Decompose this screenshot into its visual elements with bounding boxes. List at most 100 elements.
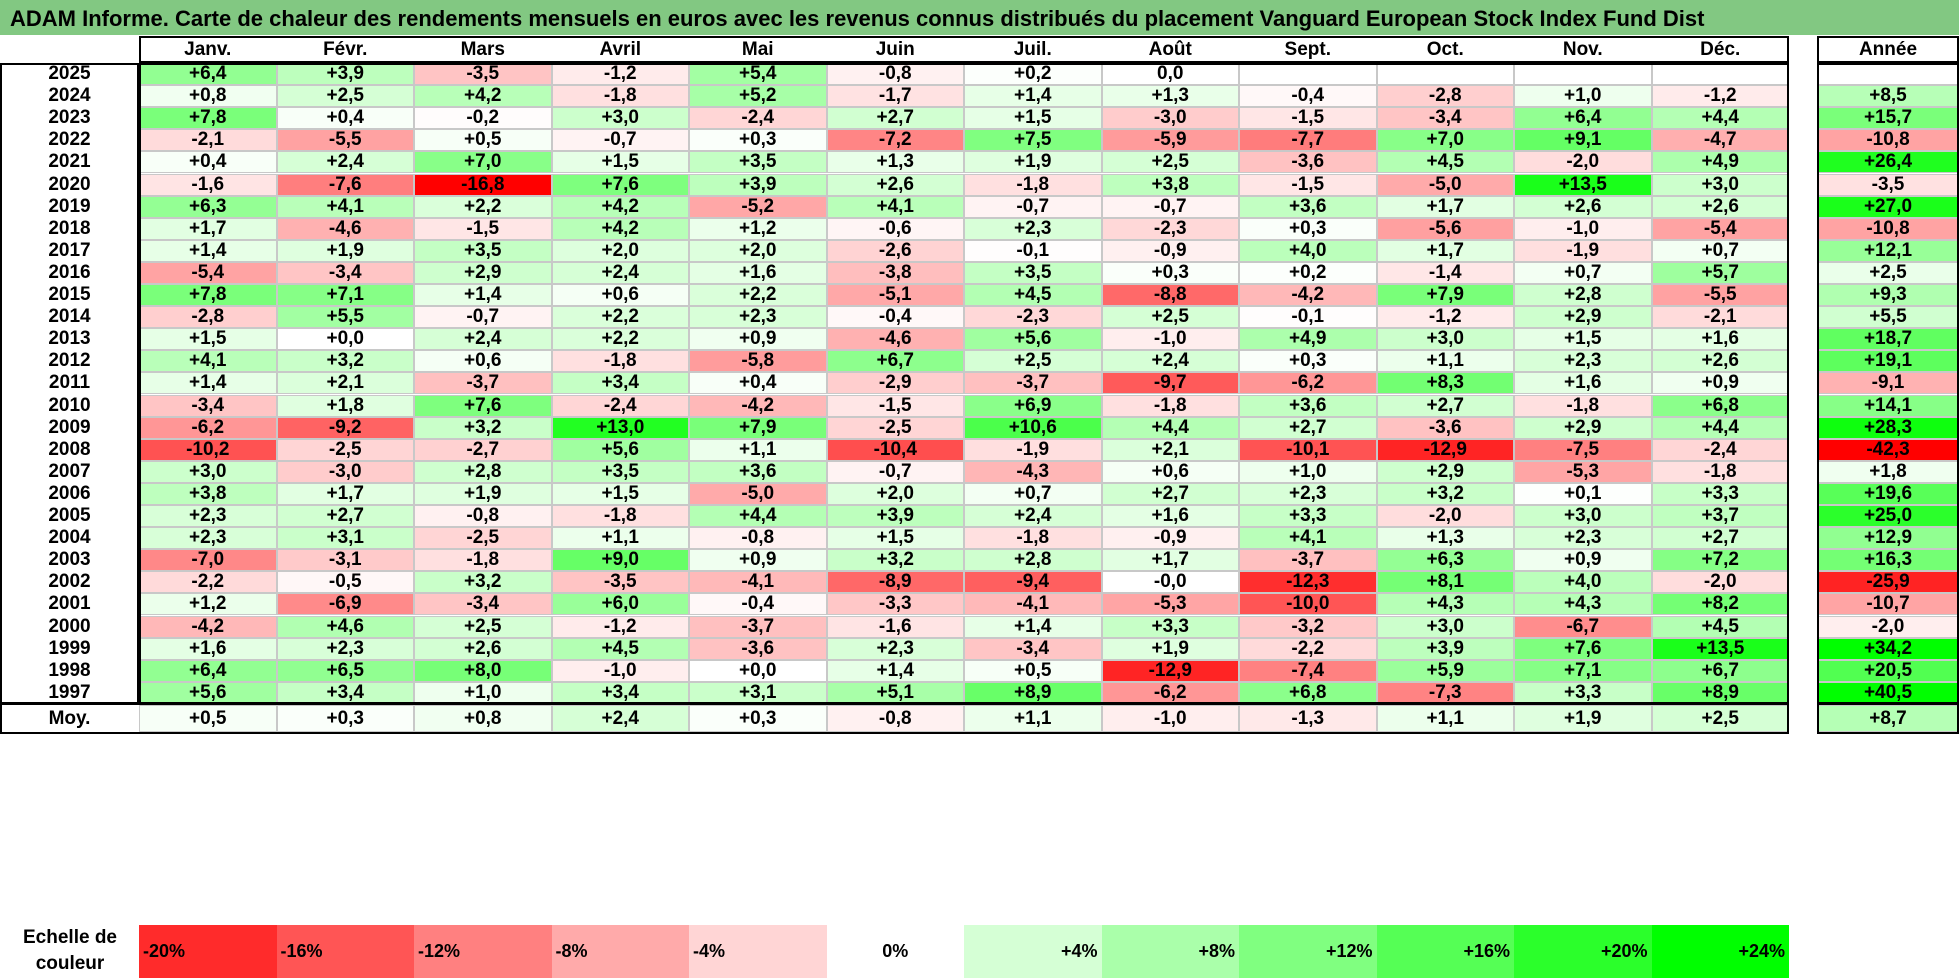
heatmap-cell: -0,7 bbox=[1101, 195, 1239, 218]
year-label: 2020 bbox=[48, 173, 91, 195]
heatmap-cell: +3,2 bbox=[414, 416, 552, 439]
heatmap-cell: +3,0 bbox=[1376, 328, 1514, 351]
heatmap-cell: +1,5 bbox=[551, 151, 689, 174]
year-column-header: Année bbox=[1858, 38, 1918, 60]
heatmap-cell: +2,5 bbox=[414, 615, 552, 638]
heatmap-cell: +2,8 bbox=[1514, 284, 1652, 307]
annual-cell: -10,8 bbox=[1817, 129, 1959, 152]
heatmap-cell: -1,8 bbox=[964, 173, 1102, 196]
month-header: Juin bbox=[875, 38, 915, 60]
heatmap-cell: -0,4 bbox=[1239, 85, 1377, 108]
month-header: Févr. bbox=[323, 38, 368, 60]
heatmap-cell: +2,3 bbox=[826, 637, 964, 660]
average-cell: -1,3 bbox=[1239, 705, 1377, 732]
heatmap-cell: +4,5 bbox=[1376, 151, 1514, 174]
heatmap-cell: +2,3 bbox=[139, 527, 277, 550]
heatmap-cell: -3,4 bbox=[1376, 107, 1514, 130]
heatmap-cell: -1,4 bbox=[1376, 261, 1514, 284]
heatmap-cell: -7,4 bbox=[1239, 659, 1377, 682]
heatmap-cell: +0,4 bbox=[139, 151, 277, 174]
heatmap-cell: +3,0 bbox=[551, 107, 689, 130]
heatmap-cell: +10,6 bbox=[964, 416, 1102, 439]
heatmap-cell: +4,1 bbox=[139, 350, 277, 373]
heatmap-cell: -1,8 bbox=[1514, 394, 1652, 417]
heatmap-cell: +5,7 bbox=[1651, 261, 1789, 284]
heatmap-cell: -2,1 bbox=[1651, 306, 1789, 329]
heatmap-cell: +4,1 bbox=[1239, 527, 1377, 550]
heatmap-cell: +4,5 bbox=[964, 284, 1102, 307]
heatmap-cell: -1,0 bbox=[1101, 328, 1239, 351]
heatmap-cell: +2,7 bbox=[1101, 482, 1239, 505]
heatmap-cell bbox=[1514, 63, 1652, 86]
heatmap-cell: -2,3 bbox=[1101, 217, 1239, 240]
heatmap-cell: -1,9 bbox=[964, 438, 1102, 461]
heatmap-cell: +3,2 bbox=[826, 549, 964, 572]
year-label: 2017 bbox=[48, 239, 91, 261]
year-label: 2004 bbox=[48, 527, 91, 549]
heatmap-cell: -3,6 bbox=[1376, 416, 1514, 439]
heatmap-cell: +3,3 bbox=[1239, 505, 1377, 528]
heatmap-cell: -0,7 bbox=[551, 129, 689, 152]
color-scale-label: Echelle de couleur bbox=[23, 927, 117, 974]
heatmap-cell: -3,4 bbox=[414, 593, 552, 616]
year-label: 2006 bbox=[48, 482, 91, 504]
heatmap-cell: +1,6 bbox=[1101, 505, 1239, 528]
heatmap-cell: +6,9 bbox=[964, 394, 1102, 417]
heatmap-cell: -3,4 bbox=[964, 637, 1102, 660]
heatmap-cell: +1,3 bbox=[1101, 85, 1239, 108]
heatmap-cell: +7,5 bbox=[964, 129, 1102, 152]
heatmap-cell: -1,6 bbox=[139, 173, 277, 196]
heatmap-cell: +1,6 bbox=[139, 637, 277, 660]
heatmap-cell: -0,1 bbox=[1239, 306, 1377, 329]
average-cell: -0,8 bbox=[826, 705, 964, 732]
heatmap-cell: -7,5 bbox=[1514, 438, 1652, 461]
heatmap-cell: +2,9 bbox=[1514, 306, 1652, 329]
heatmap-cell: -3,6 bbox=[1239, 151, 1377, 174]
heatmap-cell: +1,9 bbox=[414, 482, 552, 505]
heatmap-cell: -10,0 bbox=[1239, 593, 1377, 616]
heatmap-cell: +0,3 bbox=[1239, 350, 1377, 373]
heatmap-cell: +6,7 bbox=[1651, 659, 1789, 682]
scale-stop: -20% bbox=[139, 925, 277, 978]
heatmap-cell: +2,7 bbox=[1239, 416, 1377, 439]
heatmap-cell: +2,4 bbox=[414, 328, 552, 351]
heatmap-cell: -0,1 bbox=[964, 239, 1102, 262]
month-header: Juil. bbox=[1013, 38, 1052, 60]
heatmap-cell: +7,6 bbox=[1514, 637, 1652, 660]
year-label: 2008 bbox=[48, 438, 91, 460]
heatmap-cell: +1,5 bbox=[964, 107, 1102, 130]
heatmap-cell: -2,7 bbox=[414, 438, 552, 461]
heatmap-cell: -5,6 bbox=[1376, 217, 1514, 240]
heatmap-cell: +4,1 bbox=[826, 195, 964, 218]
heatmap-cell: -3,5 bbox=[551, 571, 689, 594]
annual-cell: +40,5 bbox=[1817, 681, 1959, 704]
annual-cell bbox=[1817, 63, 1959, 86]
year-label: 2025 bbox=[48, 63, 91, 85]
year-label: 2003 bbox=[48, 549, 91, 571]
heatmap-cell: +6,5 bbox=[276, 659, 414, 682]
heatmap-cell: -1,7 bbox=[826, 85, 964, 108]
heatmap-cell: -7,3 bbox=[1376, 681, 1514, 704]
annual-cell: +5,5 bbox=[1817, 306, 1959, 329]
heatmap-cell: +3,1 bbox=[689, 681, 827, 704]
annual-cell: +14,1 bbox=[1817, 394, 1959, 417]
heatmap-cell: -0,9 bbox=[1101, 239, 1239, 262]
heatmap-cell: +0,4 bbox=[689, 372, 827, 395]
heatmap-cell: +8,9 bbox=[964, 681, 1102, 704]
year-label: 2002 bbox=[48, 571, 91, 593]
heatmap-cell: -3,7 bbox=[964, 372, 1102, 395]
heatmap-cell: +0,9 bbox=[1514, 549, 1652, 572]
heatmap-cell: +2,2 bbox=[551, 328, 689, 351]
heatmap-cell: +1,5 bbox=[139, 328, 277, 351]
heatmap-cell bbox=[1376, 63, 1514, 86]
heatmap-cell: +0,3 bbox=[1239, 217, 1377, 240]
heatmap-cell: -3,0 bbox=[276, 460, 414, 483]
year-label: 2000 bbox=[48, 615, 91, 637]
heatmap-cell: +2,4 bbox=[551, 261, 689, 284]
year-label: 1999 bbox=[48, 637, 91, 659]
heatmap-cell: -1,2 bbox=[551, 615, 689, 638]
heatmap-cell: -1,2 bbox=[1651, 85, 1789, 108]
heatmap-cell: +4,9 bbox=[1651, 151, 1789, 174]
heatmap-cell: +1,2 bbox=[139, 593, 277, 616]
heatmap-cell: +3,0 bbox=[1651, 173, 1789, 196]
